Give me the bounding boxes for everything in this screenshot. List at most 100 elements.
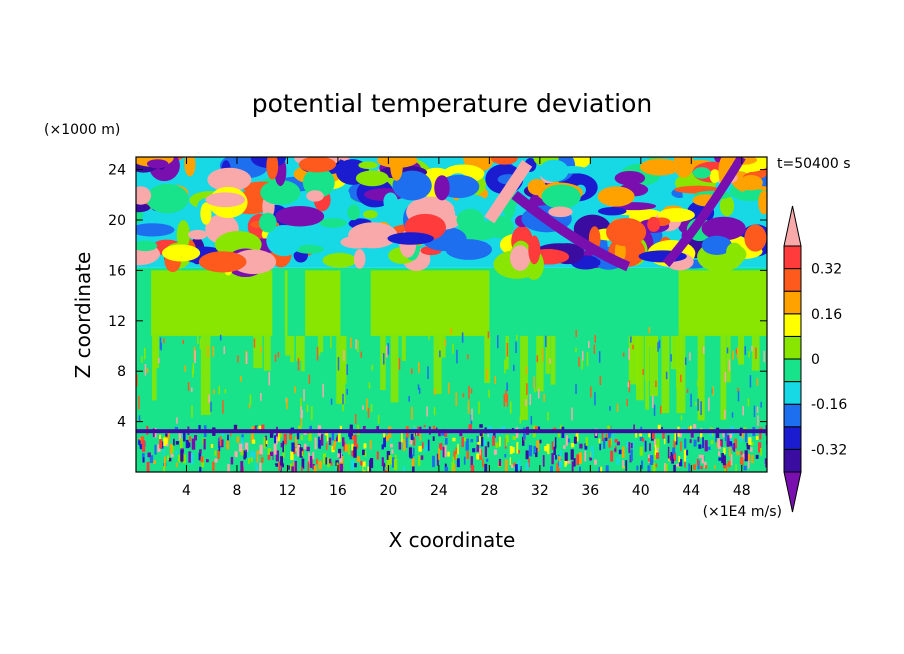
strat-blob: [692, 167, 711, 179]
bl-noise: [153, 460, 156, 465]
colorbar-arrow-low: [783, 471, 802, 513]
trop-streak: [426, 406, 428, 417]
trop-streak: [367, 407, 370, 419]
bl-noise: [185, 440, 189, 449]
trop-streak: [350, 337, 352, 349]
bl-noise: [356, 456, 360, 462]
trop-streak: [417, 384, 420, 390]
bl-noise: [169, 433, 172, 445]
trop-streak: [575, 383, 577, 395]
bl-noise: [589, 436, 593, 444]
bl-noise: [576, 454, 580, 466]
bl-noise: [261, 457, 264, 463]
bl-noise: [481, 459, 484, 468]
bl-noise: [647, 458, 651, 462]
bl-noise: [274, 435, 276, 447]
bl-noise: [408, 447, 413, 458]
trop-streak: [192, 368, 194, 378]
bl-noise: [331, 431, 335, 441]
bl-noise: [671, 458, 674, 464]
bl-noise: [718, 457, 722, 461]
bl-noise: [273, 443, 277, 455]
bl-noise: [363, 466, 366, 471]
strat-blob: [744, 224, 767, 252]
trop-streak: [371, 364, 373, 371]
bl-noise: [649, 455, 654, 465]
colorbar-label: 0.16: [811, 307, 842, 323]
bl-noise: [686, 449, 689, 456]
bl-noise: [349, 433, 352, 440]
bl-noise: [693, 464, 696, 470]
trop-streak: [218, 385, 221, 395]
bl-noise: [255, 460, 257, 468]
strat-blob: [207, 167, 252, 192]
bl-noise: [421, 442, 424, 449]
strat-blob: [541, 184, 581, 209]
bl-noise: [288, 465, 291, 470]
bl-noise: [523, 427, 526, 440]
strat-blob: [260, 180, 301, 205]
plume-tail: [738, 335, 745, 365]
x-tick-label: 16: [329, 483, 347, 499]
trop-streak: [757, 415, 759, 426]
bl-noise: [289, 428, 293, 439]
trop-streak: [545, 335, 547, 348]
bl-noise: [253, 451, 256, 460]
bl-noise: [245, 449, 247, 458]
bl-noise: [385, 465, 390, 472]
bl-noise: [704, 440, 708, 452]
bl-noise: [476, 435, 480, 443]
bl-noise: [598, 466, 601, 472]
bl-noise: [739, 456, 744, 465]
trop-streak: [346, 364, 348, 375]
trop-streak: [303, 389, 305, 402]
bl-noise: [252, 426, 256, 431]
bl-noise: [269, 431, 274, 438]
trop-streak: [533, 376, 535, 389]
bl-noise: [267, 454, 271, 461]
strat-blob: [739, 175, 763, 191]
bl-noise: [438, 448, 440, 460]
plume-tail: [253, 335, 263, 369]
bl-noise: [665, 463, 668, 472]
bl-noise: [203, 438, 206, 450]
bl-noise: [656, 452, 660, 459]
bl-noise: [444, 445, 447, 457]
chart-title: potential temperature deviation: [252, 89, 652, 118]
trop-streak: [728, 359, 731, 372]
bl-noise: [647, 465, 651, 472]
bl-noise: [639, 437, 644, 441]
colorbar-box: [783, 313, 802, 337]
colorbar-box: [783, 358, 802, 383]
bl-noise: [468, 424, 472, 433]
plume-tail: [720, 335, 727, 420]
strat-blob: [322, 252, 357, 268]
bl-noise: [139, 431, 142, 437]
bl-noise: [461, 436, 464, 448]
trop-streak: [506, 342, 509, 357]
bl-noise: [167, 430, 171, 440]
bl-noise: [445, 458, 448, 467]
strat-blob: [136, 186, 152, 205]
bl-noise: [765, 458, 767, 468]
bl-noise: [163, 466, 165, 472]
trop-streak: [199, 338, 202, 350]
plume-patch: [305, 270, 341, 336]
bl-noise: [179, 438, 183, 449]
trop-streak: [670, 354, 672, 362]
bl-noise: [511, 457, 514, 465]
trop-streak: [277, 351, 280, 358]
strat-blob: [161, 244, 201, 262]
colorbar-label: 0: [811, 352, 820, 368]
trop-streak: [742, 405, 744, 416]
trop-streak: [260, 346, 263, 353]
trop-streak: [755, 347, 757, 359]
plume-tail: [151, 335, 157, 401]
bl-noise: [282, 463, 285, 468]
bl-noise: [296, 444, 301, 457]
bl-noise: [166, 455, 170, 461]
bl-noise: [584, 450, 587, 462]
bl-noise: [710, 440, 714, 445]
bl-noise: [418, 455, 421, 466]
bl-noise: [601, 433, 604, 441]
